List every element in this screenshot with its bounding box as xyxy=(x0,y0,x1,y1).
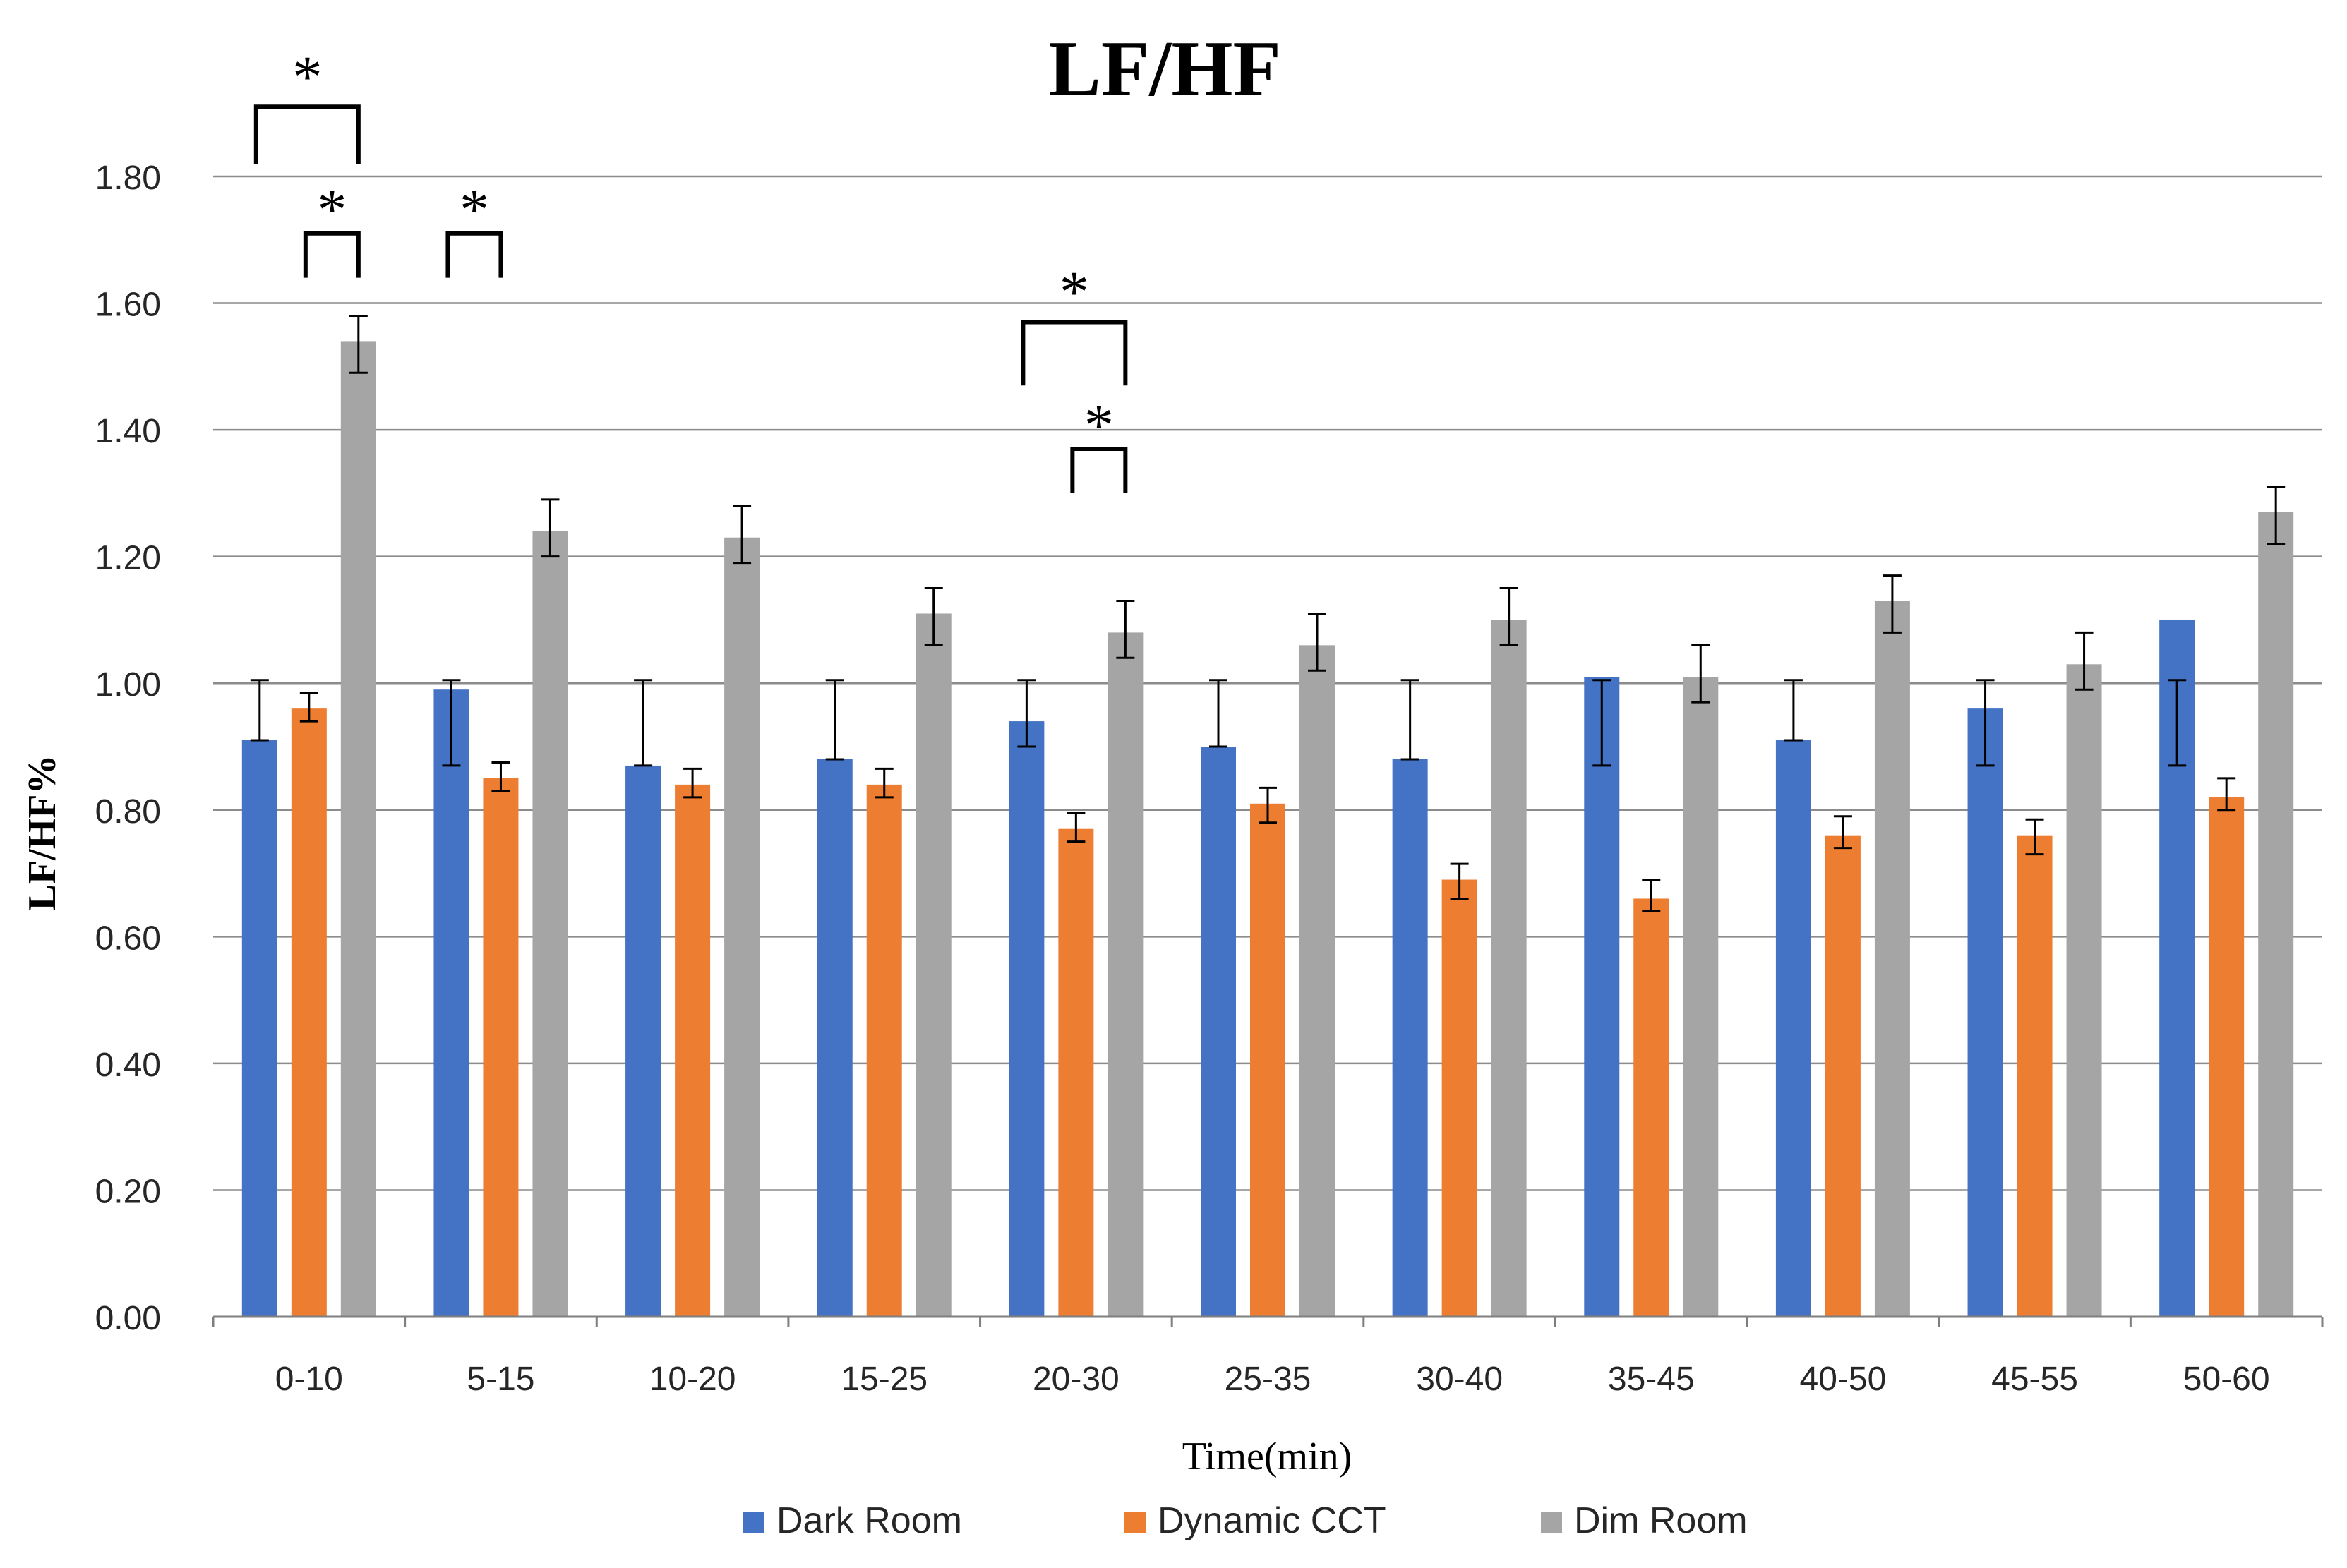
x-tick-label: 25-35 xyxy=(1225,1361,1311,1398)
y-axis-label: LF/HF% xyxy=(20,755,64,911)
bar-dark-room xyxy=(433,689,469,1317)
bar-dynamic-cct xyxy=(1058,828,1094,1317)
annotation-layer: * * * * * xyxy=(253,44,1128,493)
bar-dynamic-cct xyxy=(1441,879,1477,1317)
bar-dark-room xyxy=(1009,721,1045,1317)
axis-layer: 0.00 0.20 0.40 0.60 0.80 1.00 1.20 1.40 1.60 1.80… xyxy=(95,159,2324,1398)
significance-bracket xyxy=(1070,447,1128,493)
legend-swatch-dim-room xyxy=(1541,1512,1562,1533)
bar-dim-room xyxy=(1683,677,1719,1317)
x-tick-label: 10-20 xyxy=(649,1361,736,1398)
significance-star: * xyxy=(292,44,322,109)
bar-dark-room xyxy=(1775,740,1811,1317)
bar-dynamic-cct xyxy=(675,784,711,1317)
bar-layer xyxy=(241,341,2294,1317)
y-tick-label: 1.60 xyxy=(95,287,161,324)
y-tick-label: 1.40 xyxy=(95,413,161,450)
x-tick-label: 40-50 xyxy=(1800,1361,1887,1398)
x-tick-label: 0-10 xyxy=(275,1361,343,1398)
bar-dim-room xyxy=(340,341,376,1317)
x-tick-label: 30-40 xyxy=(1416,1361,1503,1398)
bar-dim-room xyxy=(916,613,952,1317)
error-layer xyxy=(250,315,2286,912)
bar-dark-room xyxy=(241,740,277,1317)
bar-dynamic-cct xyxy=(291,708,327,1317)
significance-star: * xyxy=(1060,260,1089,325)
x-tick-label: 35-45 xyxy=(1608,1361,1695,1398)
bar-dim-room xyxy=(1299,645,1335,1317)
legend-item-dynamic-cct: Dynamic CCT xyxy=(1124,1500,1386,1541)
significance-bracket xyxy=(303,231,361,278)
bar-dark-room xyxy=(1967,708,2003,1317)
y-tick-label: 0.60 xyxy=(95,919,161,957)
bar-dynamic-cct xyxy=(1250,803,1285,1317)
bar-dark-room xyxy=(625,765,661,1317)
legend-label-dark-room: Dark Room xyxy=(776,1500,962,1541)
y-tick-label: 1.20 xyxy=(95,540,161,577)
legend-swatch-dark-room xyxy=(743,1512,764,1533)
bar-dark-room xyxy=(1584,677,1620,1317)
significance-star: * xyxy=(1084,392,1114,458)
bar-dark-room xyxy=(817,759,853,1317)
y-tick-label: 1.80 xyxy=(95,159,161,197)
bar-dynamic-cct xyxy=(2209,797,2245,1317)
bar-dim-room xyxy=(2066,664,2102,1317)
significance-bracket xyxy=(445,231,503,278)
x-tick-label: 5-15 xyxy=(467,1361,534,1398)
bar-dim-room xyxy=(2258,512,2294,1317)
x-tick-label: 20-30 xyxy=(1033,1361,1120,1398)
y-tick-label: 0.00 xyxy=(95,1300,161,1337)
x-axis-label: Time(min) xyxy=(1182,1435,1352,1478)
significance-star: * xyxy=(317,177,347,243)
x-tick-label: 15-25 xyxy=(841,1361,928,1398)
y-tick-label: 1.00 xyxy=(95,666,161,704)
significance-bracket xyxy=(1021,320,1128,386)
bar-dark-room xyxy=(1201,747,1236,1317)
legend-item-dark-room: Dark Room xyxy=(743,1500,962,1541)
bar-dynamic-cct xyxy=(866,784,902,1317)
bar-dynamic-cct xyxy=(2017,835,2053,1317)
bar-dynamic-cct xyxy=(1825,835,1861,1317)
y-tick-label: 0.20 xyxy=(95,1173,161,1210)
bar-dim-room xyxy=(1108,632,1144,1317)
y-tick-label: 0.40 xyxy=(95,1047,161,1084)
bar-dim-room xyxy=(724,537,760,1317)
significance-star: * xyxy=(460,177,489,243)
bar-dim-room xyxy=(1874,601,1910,1317)
legend-swatch-dynamic-cct xyxy=(1124,1512,1146,1533)
legend-label-dim-room: Dim Room xyxy=(1574,1500,1748,1541)
chart-title: LF/HF xyxy=(1048,25,1281,113)
x-tick-label: 50-60 xyxy=(2183,1361,2270,1398)
legend-item-dim-room: Dim Room xyxy=(1541,1500,1748,1541)
bar-dynamic-cct xyxy=(483,778,519,1317)
legend-label-dynamic-cct: Dynamic CCT xyxy=(1158,1500,1386,1541)
bar-dark-room xyxy=(1392,759,1428,1317)
y-tick-label: 0.80 xyxy=(95,793,161,831)
x-tick-label: 45-55 xyxy=(1991,1361,2078,1398)
bar-dynamic-cct xyxy=(1633,898,1669,1317)
bar-dim-room xyxy=(1491,620,1527,1317)
significance-bracket xyxy=(253,104,361,164)
legend: Dark Room Dynamic CCT Dim Room xyxy=(743,1500,1748,1541)
bar-dim-room xyxy=(532,531,568,1317)
